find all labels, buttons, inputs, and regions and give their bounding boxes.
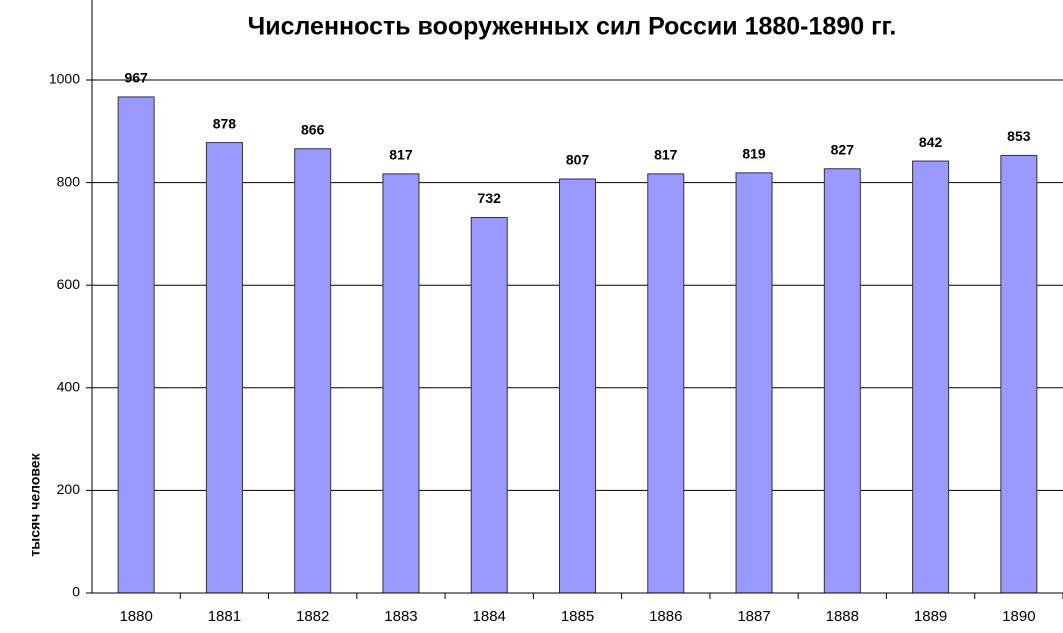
y-tick-label: 1000 — [49, 71, 80, 87]
bar — [1000, 154, 1038, 594]
data-label: 807 — [566, 152, 590, 168]
bar — [117, 96, 155, 594]
x-tick-label: 1881 — [208, 608, 241, 625]
x-tick-label: 1887 — [737, 608, 770, 625]
x-tick-label: 1886 — [649, 608, 682, 625]
x-tick-label: 1889 — [914, 608, 947, 625]
y-axis-label: тысяч человек — [27, 452, 43, 556]
bar — [205, 142, 243, 594]
chart-title: Численность вооруженных сил России 1880-… — [248, 13, 897, 41]
bar — [382, 173, 420, 594]
bar — [294, 148, 332, 594]
x-tick-label: 1885 — [561, 608, 594, 625]
x-tick-label: 1888 — [826, 608, 859, 625]
x-tick-label: 1890 — [1002, 608, 1035, 625]
bar — [912, 160, 950, 594]
data-label: 967 — [124, 70, 148, 86]
x-tick-label: 1882 — [296, 608, 329, 625]
bar — [470, 216, 508, 594]
y-tick-label: 400 — [57, 379, 81, 395]
data-label: 866 — [301, 121, 325, 137]
y-tick-label: 800 — [57, 173, 81, 189]
data-label: 819 — [742, 146, 766, 162]
data-label: 817 — [389, 147, 413, 163]
data-label: 842 — [919, 134, 943, 150]
y-tick-label: 200 — [57, 481, 81, 497]
x-tick-label: 1880 — [119, 608, 152, 625]
bar — [559, 178, 596, 594]
data-label: 732 — [478, 190, 502, 206]
x-tick-label: 1884 — [473, 608, 506, 625]
y-tick-label: 0 — [72, 584, 80, 600]
bar — [823, 168, 861, 594]
x-tick-label: 1883 — [384, 608, 417, 625]
bar — [735, 172, 773, 594]
data-label: 817 — [654, 147, 678, 163]
y-tick-label: 600 — [57, 276, 81, 292]
data-label: 853 — [1007, 128, 1031, 144]
data-label: 878 — [213, 115, 237, 131]
data-label: 827 — [831, 141, 855, 157]
bar — [647, 173, 685, 594]
